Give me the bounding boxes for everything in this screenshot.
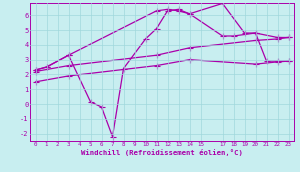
X-axis label: Windchill (Refroidissement éolien,°C): Windchill (Refroidissement éolien,°C) bbox=[81, 149, 243, 156]
